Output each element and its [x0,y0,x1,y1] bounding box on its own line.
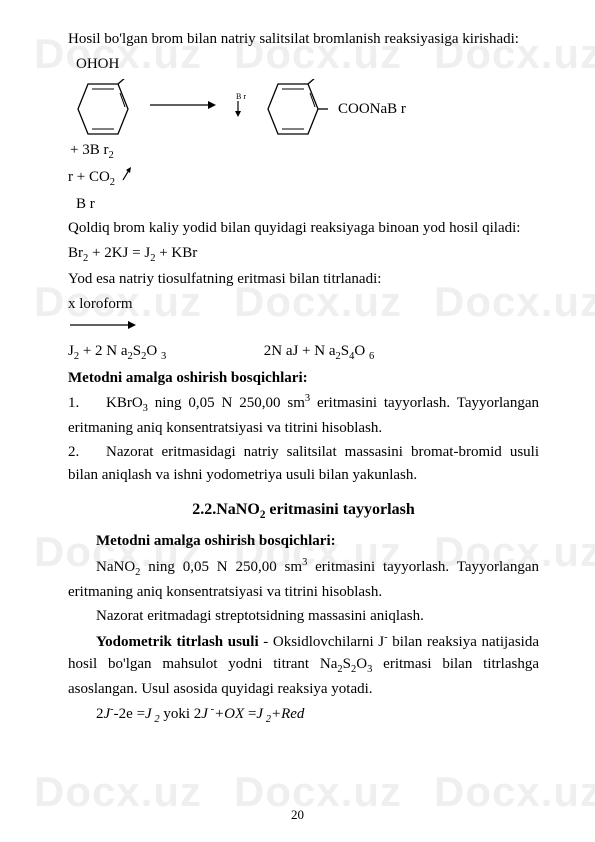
coonabr-label: COONaB r [338,98,406,121]
nazorat-line: Nazorat eritmadagi streptotsidning massa… [68,605,539,628]
equation-3: 2J--2e =J 2 yoki 2J -+OX =J 2+Red [68,702,539,728]
long-arrow-icon [68,317,539,340]
nano2-paragraph: NaNO2 ning 0,05 N 250,00 sm3 eritmasini … [68,555,539,603]
benzene-right-icon [258,79,328,139]
list-item-2: 2.Nazorat eritmasidagi natriy salitsilat… [68,441,539,486]
equation-2: J2 + 2 N a2S2O 3 2N aJ + N a2S4O 6 [68,340,539,365]
qoldiq-line: Qoldiq brom kaliy yodid bilan quyidagi r… [68,217,539,240]
down-arrow-icon: B r [228,91,248,127]
equation-1: Br2 + 2KJ = J2 + KBr [68,242,539,267]
list-item-1: 1.KBrO3 ning 0,05 N 250,00 sm3 eritmasin… [68,391,539,439]
page-number: 20 [0,805,595,825]
yodometrik-paragraph: Yodometrik titrlash usuli - Oksidlovchil… [68,630,539,701]
reaction-top-label: OHOH [76,53,539,76]
reaction-diagram: B r COONaB r [68,79,539,139]
xloroform: x loroform [68,293,539,316]
section-2-2-heading: 2.2.NaNO2 eritmasini tayyorlash [68,498,539,524]
up-arrow-icon [119,166,133,190]
intro-line: Hosil bo'lgan brom bilan natriy salitsil… [68,28,539,51]
plus-3br2: + 3B r2 [70,139,539,164]
arrow-icon [148,95,218,123]
r-co2-line: r + CO2 [68,166,539,191]
benzene-left-icon [68,79,138,139]
br-label: B r [76,193,539,216]
bosqichlari-heading: Metodni amalga oshirish bosqichlari: [68,530,539,553]
yod-line: Yod esa natriy tiosulfatning eritmasi bi… [68,268,539,291]
metodni-heading: Metodni amalga oshirish bosqichlari: [68,367,539,390]
svg-text:B r: B r [236,92,246,101]
